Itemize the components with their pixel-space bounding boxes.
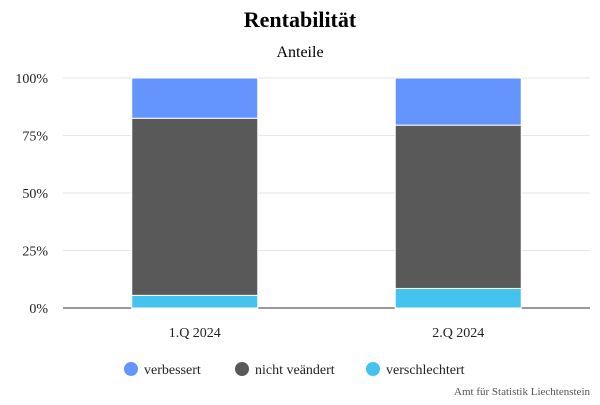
legend-label: verbessert: [144, 363, 201, 378]
chart-title: Rentabilität: [244, 7, 357, 32]
y-axis-ticks: 0% 25% 50% 75% 100%: [15, 72, 48, 317]
legend-item[interactable]: verbessert: [124, 362, 201, 378]
legend-label: verschlechtert: [386, 363, 465, 378]
y-tick-label: 0%: [29, 302, 48, 317]
y-tick-label: 75%: [22, 130, 48, 145]
chart-subtitle: Anteile: [276, 44, 323, 61]
bar-segment[interactable]: [394, 124, 522, 289]
x-tick-label: 1.Q 2024: [169, 326, 221, 341]
credit-text[interactable]: Amt für Statistik Liechtenstein: [454, 386, 590, 398]
bar-segment[interactable]: [394, 287, 522, 309]
bar-segment[interactable]: [131, 117, 259, 296]
y-tick-label: 50%: [22, 187, 48, 202]
bars: [131, 77, 522, 309]
legend-swatch: [124, 362, 138, 376]
legend-item[interactable]: nicht veändert: [235, 362, 335, 378]
legend[interactable]: verbessert nicht veändert verschlechtert: [124, 362, 465, 378]
legend-swatch: [366, 362, 380, 376]
bar-segment[interactable]: [131, 294, 259, 309]
y-tick-label: 100%: [15, 72, 48, 87]
x-tick-label: 2.Q 2024: [432, 326, 484, 341]
y-tick-label: 25%: [22, 245, 48, 260]
x-axis-ticks: 1.Q 2024 2.Q 2024: [169, 326, 485, 341]
legend-label: nicht veändert: [255, 363, 335, 378]
bar-segment[interactable]: [131, 77, 259, 119]
bar-segment[interactable]: [394, 77, 522, 126]
legend-item[interactable]: verschlechtert: [366, 362, 465, 378]
legend-swatch: [235, 362, 249, 376]
